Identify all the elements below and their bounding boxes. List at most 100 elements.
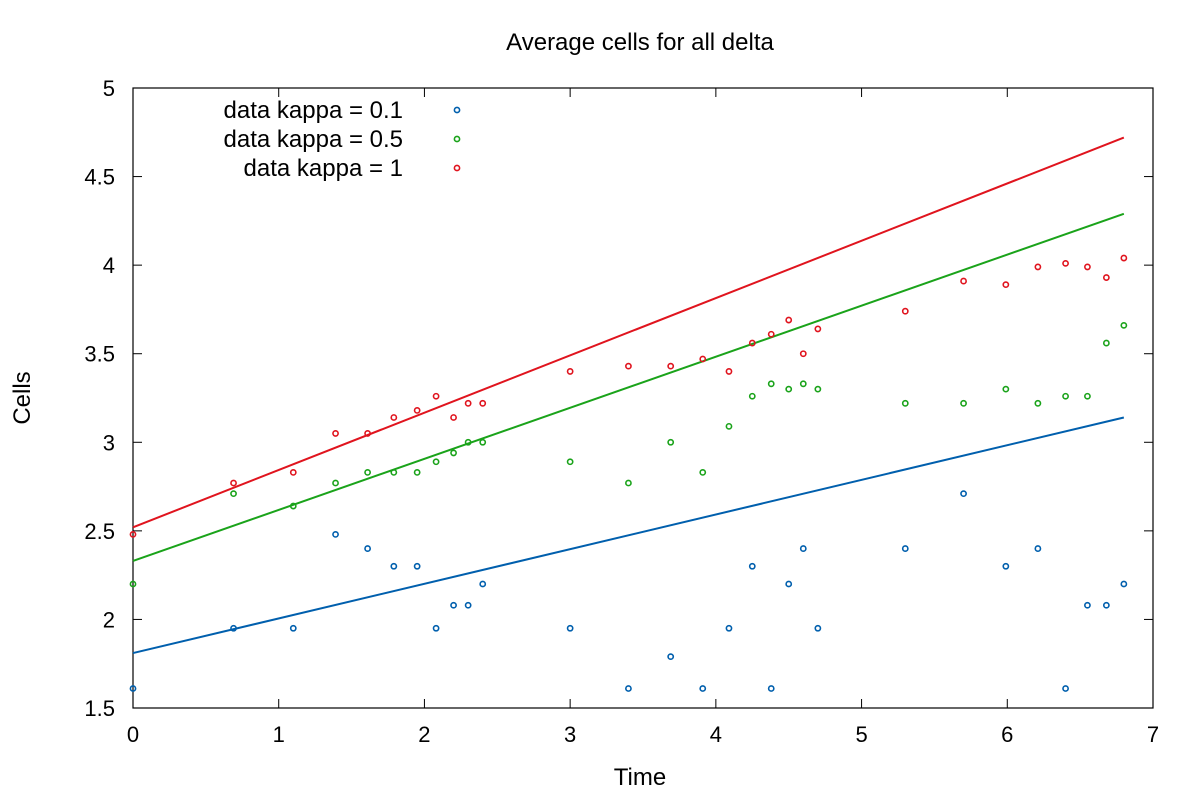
data-point bbox=[1120, 321, 1128, 329]
data-point bbox=[960, 490, 967, 498]
data-point bbox=[748, 562, 756, 570]
data-point bbox=[479, 580, 487, 588]
data-point bbox=[625, 362, 632, 370]
data-point bbox=[785, 580, 793, 588]
fit-line bbox=[132, 136, 1125, 529]
data-point bbox=[667, 438, 675, 446]
data-point bbox=[1102, 601, 1110, 609]
data-point bbox=[289, 624, 297, 632]
data-point bbox=[725, 368, 733, 375]
data-point bbox=[1034, 545, 1042, 552]
data-point bbox=[450, 449, 457, 457]
x-tick-label: 0 bbox=[127, 722, 139, 747]
data-point bbox=[432, 624, 440, 632]
legend-marker bbox=[453, 164, 461, 172]
y-tick-label: 2.5 bbox=[84, 519, 115, 544]
data-point bbox=[464, 601, 472, 609]
data-point bbox=[464, 438, 472, 446]
data-point bbox=[479, 399, 487, 407]
data-point bbox=[1002, 562, 1010, 570]
legend-label: data kappa = 0.1 bbox=[224, 97, 403, 124]
y-tick-label: 1.5 bbox=[84, 696, 115, 721]
data-point bbox=[814, 325, 822, 333]
data-point bbox=[814, 624, 822, 632]
data-point bbox=[450, 414, 457, 421]
y-axis-title: Cells bbox=[9, 371, 36, 424]
data-point bbox=[566, 458, 574, 466]
data-point bbox=[364, 468, 371, 476]
data-point bbox=[814, 385, 822, 393]
data-point bbox=[1102, 274, 1110, 281]
data-point bbox=[479, 438, 487, 446]
data-point bbox=[699, 468, 707, 476]
y-tick-label: 4 bbox=[103, 253, 115, 278]
legend-label: data kappa = 0.5 bbox=[224, 126, 403, 153]
data-point bbox=[667, 653, 675, 661]
data-points bbox=[129, 254, 1128, 692]
data-point bbox=[1062, 392, 1069, 400]
data-point bbox=[785, 316, 793, 324]
data-point bbox=[1062, 259, 1069, 267]
data-point bbox=[566, 624, 574, 632]
data-point bbox=[625, 479, 632, 487]
data-point bbox=[699, 355, 707, 363]
y-tick-label: 4.5 bbox=[84, 165, 115, 190]
x-tick-label: 7 bbox=[1147, 722, 1159, 747]
data-point bbox=[129, 531, 137, 538]
data-point bbox=[1120, 254, 1128, 262]
data-point bbox=[289, 468, 297, 476]
data-point bbox=[699, 685, 707, 692]
fit-lines bbox=[132, 136, 1125, 655]
data-point bbox=[960, 399, 967, 407]
legend-marker bbox=[453, 106, 461, 114]
x-axis-title: Time bbox=[614, 764, 666, 791]
data-point bbox=[1084, 601, 1091, 609]
data-point bbox=[390, 414, 398, 421]
fit-line bbox=[132, 416, 1125, 655]
data-point bbox=[748, 339, 756, 347]
data-point bbox=[748, 392, 756, 400]
data-point bbox=[364, 430, 371, 437]
data-point bbox=[667, 362, 675, 370]
data-point bbox=[413, 562, 421, 570]
data-point bbox=[129, 685, 137, 692]
data-point bbox=[1084, 392, 1091, 400]
data-point bbox=[413, 468, 421, 476]
data-point bbox=[1084, 263, 1091, 271]
x-tick-label: 4 bbox=[710, 722, 722, 747]
data-point bbox=[1102, 339, 1110, 347]
x-tick-label: 3 bbox=[564, 722, 576, 747]
data-point bbox=[450, 601, 457, 609]
data-point bbox=[901, 399, 909, 407]
legend-marker bbox=[453, 135, 461, 143]
data-point bbox=[230, 490, 237, 498]
data-point bbox=[767, 380, 775, 388]
legend-label: data kappa = 1 bbox=[244, 155, 403, 182]
data-point bbox=[799, 350, 807, 358]
data-point bbox=[332, 430, 339, 437]
data-point bbox=[901, 545, 909, 552]
data-point bbox=[1034, 399, 1042, 407]
data-point bbox=[901, 307, 909, 315]
data-point bbox=[289, 502, 297, 510]
data-point bbox=[432, 458, 440, 466]
data-point bbox=[390, 562, 398, 570]
data-point bbox=[1034, 263, 1042, 271]
axis-ticks: 0 1 2 3 4 5 6 7 1.5 2 2.5 3 3.5 4 4.5 5 bbox=[84, 76, 1159, 747]
plot-frame bbox=[132, 87, 1154, 709]
data-point bbox=[725, 422, 733, 430]
x-tick-label: 5 bbox=[855, 722, 867, 747]
x-tick-label: 2 bbox=[418, 722, 430, 747]
data-point bbox=[230, 624, 237, 632]
data-point bbox=[725, 624, 733, 632]
data-point bbox=[785, 385, 793, 393]
chart-title: Average cells for all delta bbox=[506, 29, 774, 56]
data-point bbox=[364, 545, 371, 552]
fit-line bbox=[132, 212, 1125, 562]
data-point bbox=[390, 468, 398, 476]
data-point bbox=[432, 392, 440, 400]
data-point bbox=[625, 685, 632, 692]
x-tick-label: 1 bbox=[273, 722, 285, 747]
